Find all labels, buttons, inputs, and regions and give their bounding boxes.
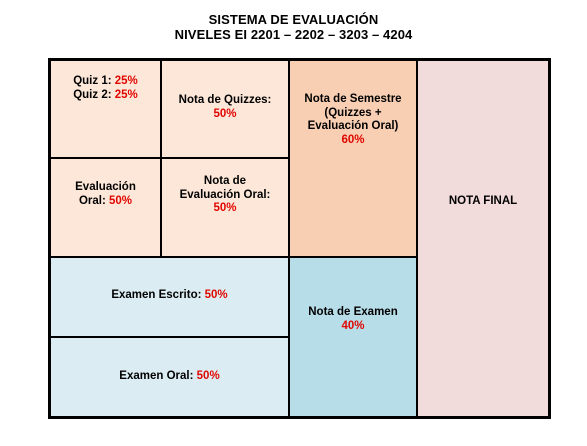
quiz-1-percent: 25% [114, 75, 138, 87]
cell-nota-semestre: Nota de Semestre (Quizzes + Evaluación O… [289, 60, 417, 257]
nota-evaluacion-oral-line2: Evaluación Oral: [179, 188, 271, 201]
quiz-2-line: Quiz 2: 25% [51, 89, 160, 103]
evaluacion-oral-line2: Oral: 50% [51, 195, 160, 209]
nota-evaluacion-oral-percent: 50% [213, 202, 237, 214]
cell-quizzes: Quiz 1: 25% Quiz 2: 25% [50, 60, 161, 158]
examen-escrito-percent: 50% [204, 289, 228, 301]
quiz-2-percent: 25% [114, 88, 138, 101]
nota-semestre-percent: 60% [341, 133, 365, 146]
quiz-1-label: Quiz 1: [73, 75, 112, 87]
evaluacion-oral-line1: Evaluación [75, 181, 136, 193]
cell-nota-examen: Nota de Examen 40% [289, 257, 417, 417]
quiz-2-label: Quiz 2: [73, 88, 112, 101]
nota-semestre-line3: Evaluación Oral) [307, 120, 399, 132]
examen-oral-percent: 50% [196, 370, 220, 382]
nota-evaluacion-oral-line1: Nota de [203, 175, 247, 187]
cell-examen-escrito: Examen Escrito: 50% [50, 257, 289, 337]
nota-examen-label: Nota de Examen [308, 306, 398, 318]
evaluacion-oral-percent: 50% [109, 194, 133, 207]
cell-nota-quizzes: Nota de Quizzes: 50% [161, 60, 289, 158]
cell-nota-evaluacion-oral: Nota de Evaluación Oral: 50% [161, 158, 289, 257]
quiz-1-line: Quiz 1: 25% [51, 75, 160, 89]
examen-oral-label: Examen Oral: [119, 370, 194, 382]
cell-nota-final: NOTA FINAL [417, 60, 549, 417]
nota-semestre-line2: (Quizzes + [324, 106, 382, 119]
nota-quizzes-label: Nota de Quizzes: [178, 94, 272, 106]
evaluacion-oral-label: Oral: [78, 194, 106, 207]
page-title: SISTEMA DE EVALUACIÓN [208, 12, 379, 27]
cell-examen-oral: Examen Oral: 50% [50, 337, 289, 417]
examen-escrito-label: Examen Escrito: [111, 289, 202, 301]
nota-examen-percent: 40% [341, 319, 365, 332]
evaluation-grid: Quiz 1: 25% Quiz 2: 25% Nota de Quizzes:… [48, 58, 551, 419]
cell-evaluacion-oral: Evaluación Oral: 50% [50, 158, 161, 257]
nota-final-label: NOTA FINAL [448, 195, 518, 207]
page-subtitle: NIVELES EI 2201 – 2202 – 3203 – 4204 [174, 27, 413, 42]
nota-semestre-line1: Nota de Semestre [304, 93, 402, 105]
nota-quizzes-percent: 50% [213, 107, 237, 120]
